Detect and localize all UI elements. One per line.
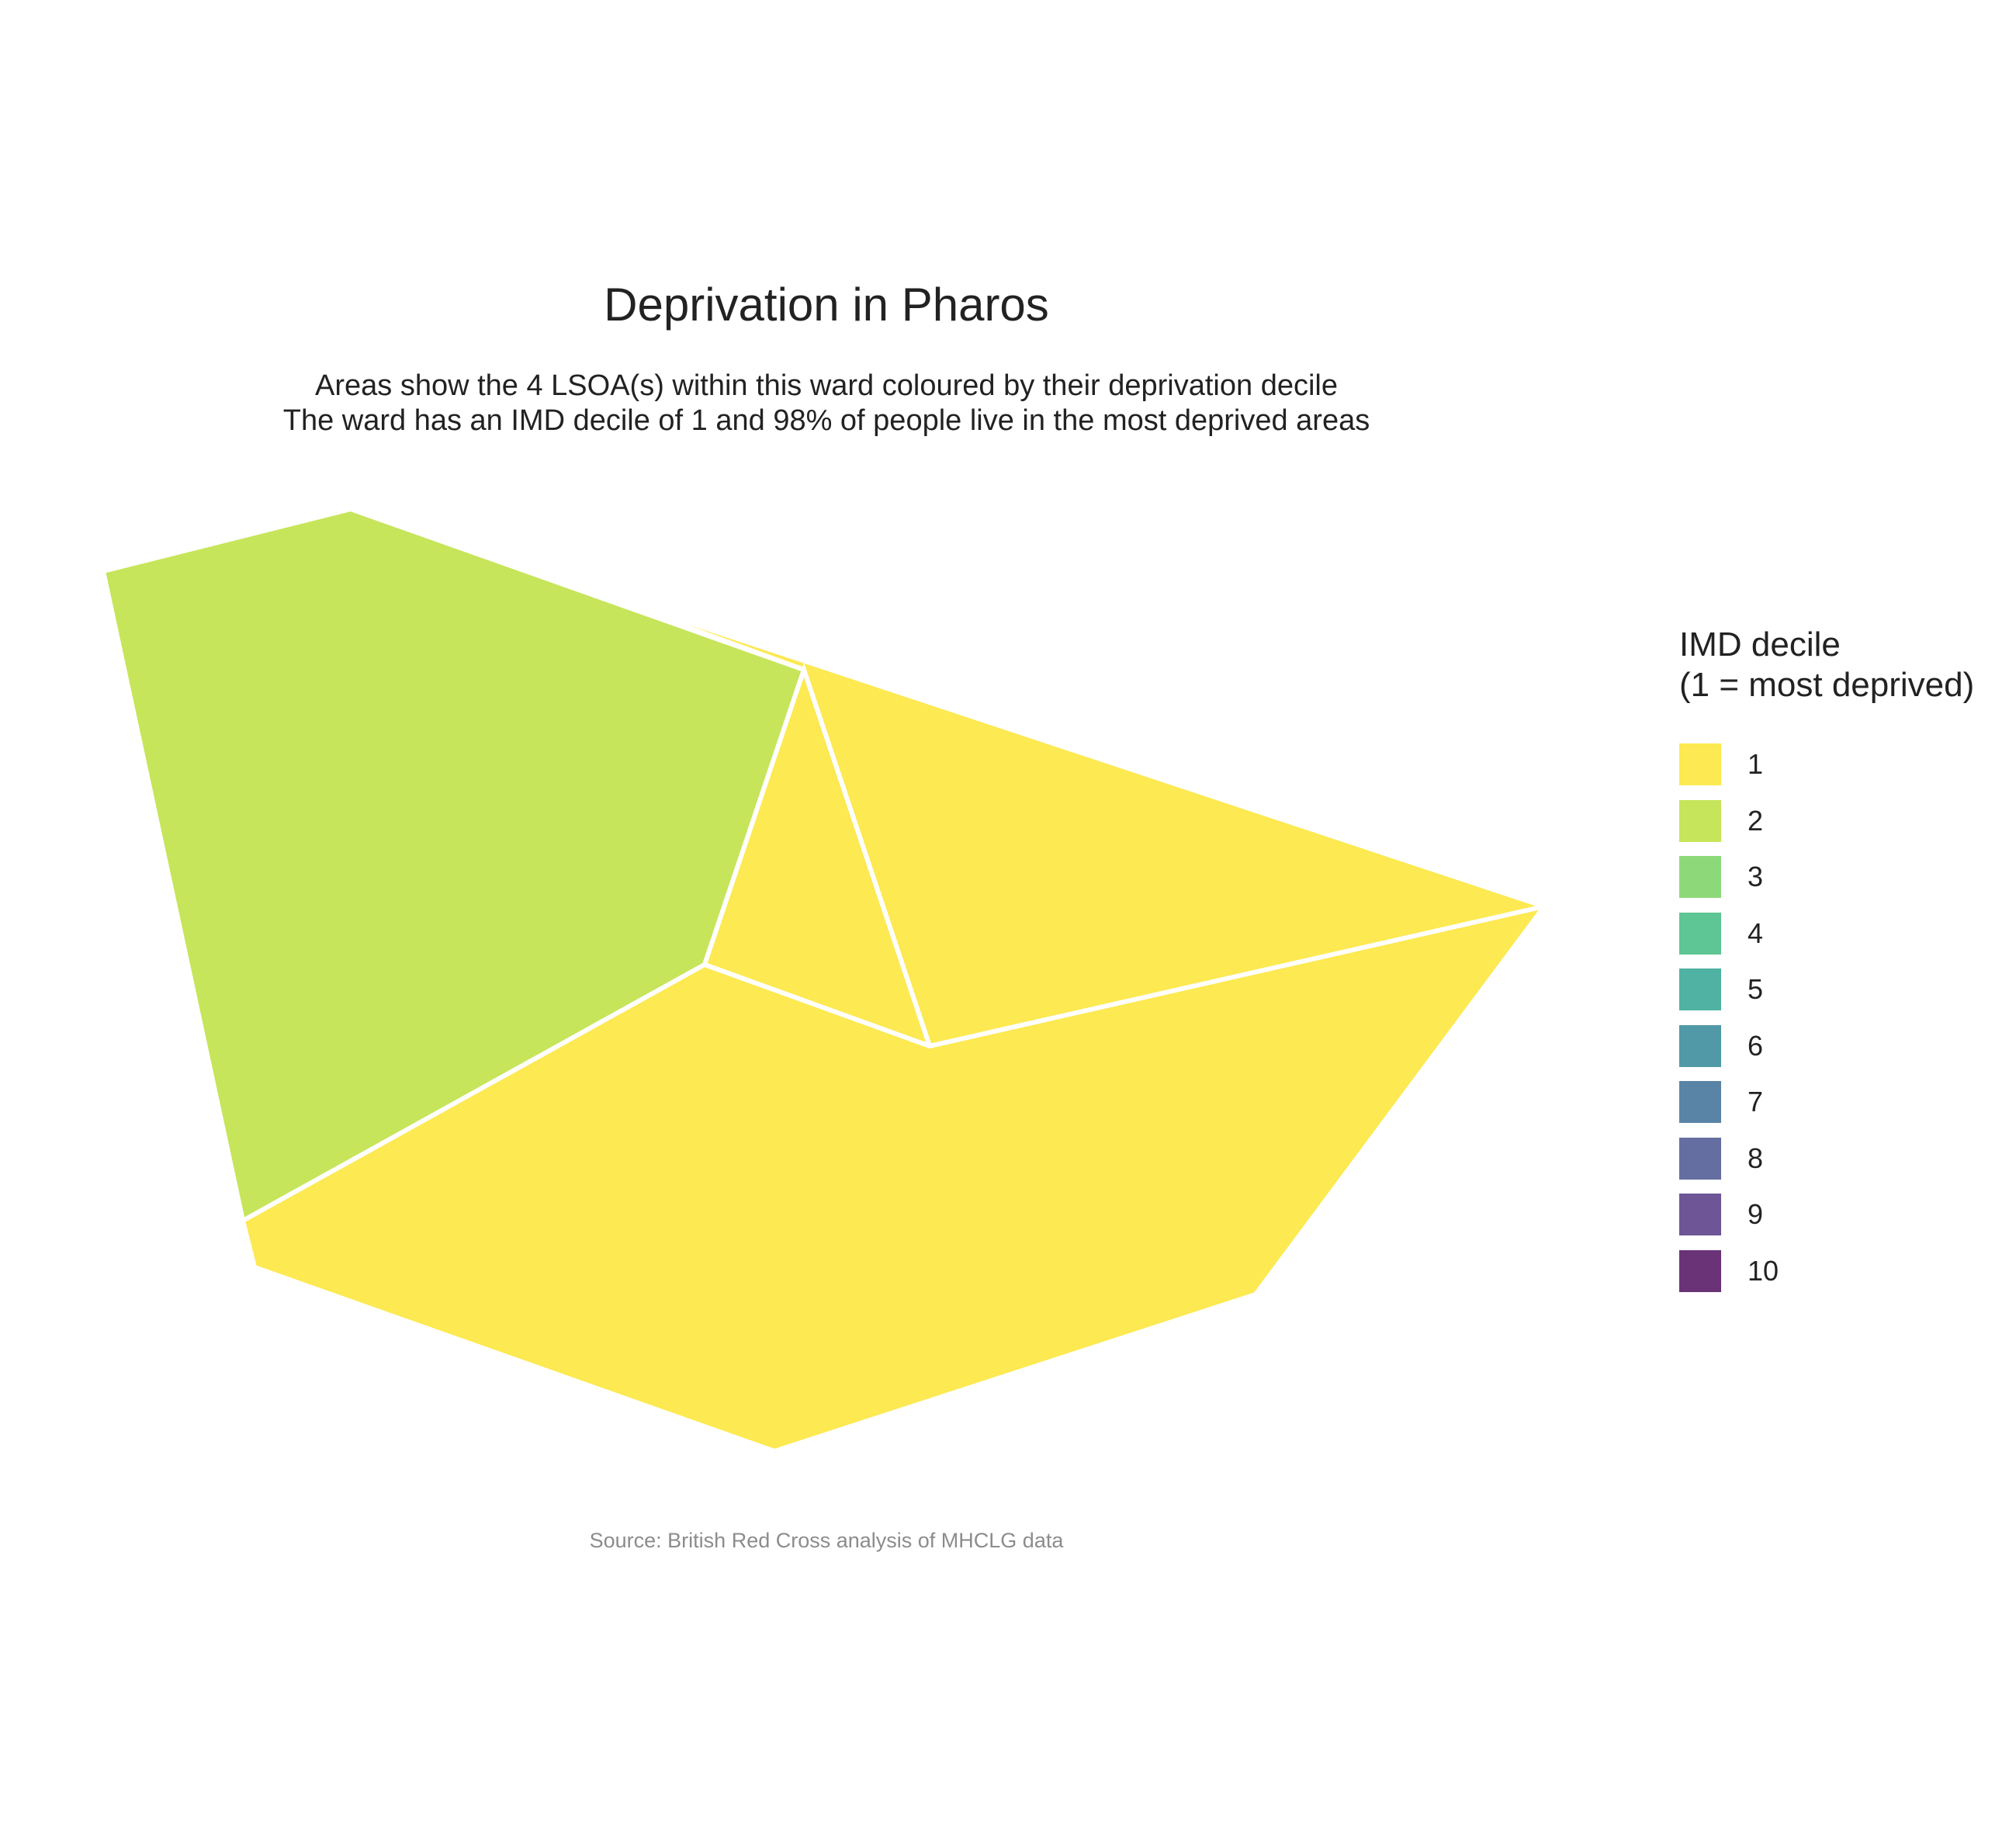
legend-items: 1 2 3 4 5 6 7 8 9 10	[1679, 736, 1974, 1299]
legend-label-8: 8	[1748, 1142, 1764, 1174]
legend-swatch-4	[1679, 912, 1721, 955]
chart-title: Deprivation in Pharos	[604, 279, 1049, 331]
legend-item-6: 6	[1679, 1018, 1974, 1075]
legend-item-8: 8	[1679, 1131, 1974, 1187]
subtitle-line-2: The ward has an IMD decile of 1 and 98% …	[282, 404, 1370, 437]
legend-item-5: 5	[1679, 962, 1974, 1018]
legend-swatch-2	[1679, 799, 1721, 842]
legend-swatch-8	[1679, 1137, 1721, 1180]
legend-swatch-6	[1679, 1024, 1721, 1067]
legend-label-7: 7	[1748, 1086, 1764, 1118]
legend-label-3: 3	[1748, 861, 1764, 893]
legend: IMD decile (1 = most deprived) 1 2 3 4 5 6 7 8 9…	[1679, 625, 1974, 1299]
legend-item-4: 4	[1679, 906, 1974, 962]
legend-item-2: 2	[1679, 793, 1974, 850]
legend-item-3: 3	[1679, 849, 1974, 906]
legend-swatch-9	[1679, 1194, 1721, 1236]
legend-label-2: 2	[1748, 804, 1764, 837]
legend-swatch-1	[1679, 743, 1721, 786]
legend-title-line-2: (1 = most deprived)	[1679, 666, 1975, 704]
legend-title-line-1: IMD decile	[1679, 625, 1841, 664]
legend-swatch-5	[1679, 968, 1721, 1011]
legend-label-10: 10	[1748, 1254, 1779, 1287]
legend-item-9: 9	[1679, 1187, 1974, 1243]
legend-swatch-10	[1679, 1249, 1721, 1292]
legend-label-4: 4	[1748, 916, 1764, 949]
legend-swatch-3	[1679, 856, 1721, 899]
legend-label-1: 1	[1748, 748, 1764, 781]
legend-label-5: 5	[1748, 973, 1764, 1006]
lsoa-area-south	[240, 903, 1550, 1454]
subtitle-line-1: Areas show the 4 LSOA(s) within this war…	[315, 369, 1338, 402]
legend-swatch-7	[1679, 1081, 1721, 1124]
legend-item-7: 7	[1679, 1074, 1974, 1131]
source-caption: Source: British Red Cross analysis of MH…	[589, 1529, 1064, 1552]
legend-item-10: 10	[1679, 1243, 1974, 1300]
chart-subtitle: Areas show the 4 LSOA(s) within this war…	[0, 369, 1653, 438]
legend-item-1: 1	[1679, 736, 1974, 793]
legend-title: IMD decile (1 = most deprived)	[1679, 625, 1974, 705]
legend-label-6: 6	[1748, 1029, 1764, 1062]
legend-label-9: 9	[1748, 1198, 1764, 1231]
